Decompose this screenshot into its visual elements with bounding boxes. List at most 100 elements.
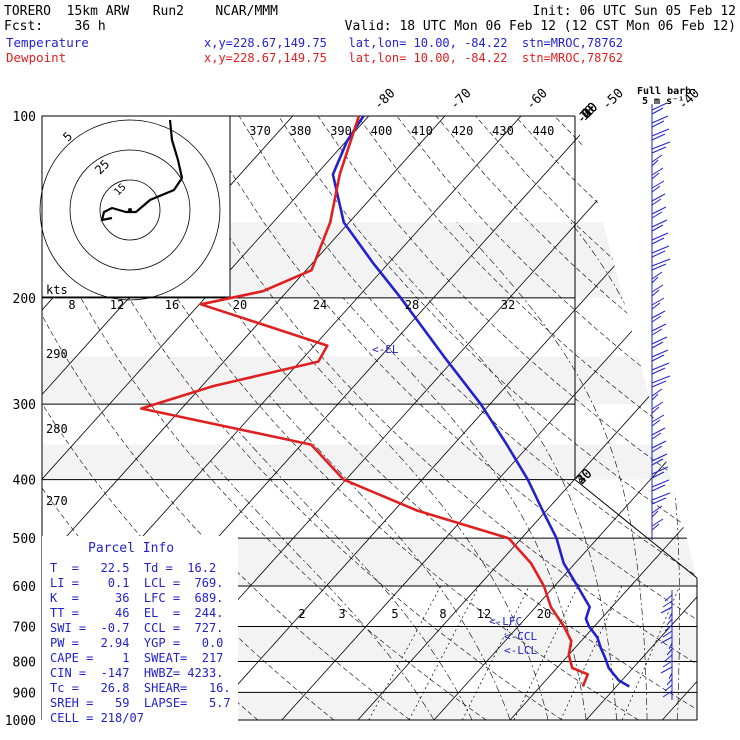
wind-barb <box>651 393 659 401</box>
wind-barb-lower <box>662 690 673 698</box>
wind-barb-lower <box>660 606 673 614</box>
hodograph-speed-label: 16 <box>165 298 179 312</box>
parcel-row: K = 36 LFC = 689. <box>50 591 223 605</box>
wind-barb <box>651 466 669 475</box>
wind-barb <box>651 362 670 371</box>
pressure-tick-label: 100 <box>13 110 36 125</box>
wind-barb <box>651 479 670 488</box>
dry-adiabat <box>42 116 487 720</box>
series-line-dewpoint <box>140 115 590 687</box>
parcel-row: PW = 2.94 YGP = 0.0 <box>50 636 223 650</box>
parcel-row: Tc = 26.8 SHEAR= 16. <box>50 681 231 695</box>
parcel-row: T = 22.5 Td = 16.2 <box>50 561 216 575</box>
legend-dewpoint: Dewpoint <box>6 50 66 65</box>
parcel-info-title: Parcel Info <box>88 541 174 556</box>
wind-barb <box>651 193 666 202</box>
wind-barb <box>651 354 665 362</box>
wind-barb <box>651 497 667 505</box>
dry-adiabat <box>199 116 697 720</box>
wind-barb <box>651 445 663 453</box>
wind-barb <box>651 336 668 345</box>
wind-barb <box>651 102 668 111</box>
wind-barb <box>651 180 665 189</box>
wind-barb <box>651 146 667 154</box>
wind-barb <box>651 401 664 410</box>
hodograph-center <box>128 208 132 212</box>
wind-barb <box>651 237 665 245</box>
wind-barb <box>651 375 671 384</box>
legend-temperature-info: x,y=228.67,149.75 lat,lon= 10.00, -84.22… <box>204 36 623 50</box>
wind-barb-lower <box>666 648 673 656</box>
wind-barb <box>651 440 667 449</box>
header-line2-left: Fcst: 36 h <box>4 19 106 34</box>
mixing-ratio-label: 3 <box>338 607 345 621</box>
wind-barb <box>651 310 666 319</box>
hodograph-ring <box>39 119 221 301</box>
wind-barb <box>651 406 660 414</box>
pressure-tick-label: 200 <box>13 292 36 307</box>
wind-barb <box>651 172 660 180</box>
isotherm-label: -70 <box>447 86 474 113</box>
ccl-label: <-CCL <box>504 630 537 643</box>
mixing-ratio-label: 2 <box>298 607 305 621</box>
wind-barb <box>651 219 668 228</box>
side-theta-label: 270 <box>46 494 68 508</box>
wind-barb <box>651 263 667 271</box>
pressure-tick-label: 1000 <box>5 714 36 729</box>
chart-series <box>140 115 630 688</box>
mixing-ratio-line <box>408 585 480 720</box>
wind-barb <box>651 120 665 128</box>
isotherm-line <box>42 116 446 720</box>
moist-adiabat <box>268 395 511 720</box>
wind-barb <box>651 224 664 232</box>
hodograph-speed-label: 32 <box>501 298 515 312</box>
wind-barb-lower <box>664 684 673 692</box>
wind-barb-lower <box>660 636 673 644</box>
side-theta-label: 290 <box>46 347 68 361</box>
wind-barb <box>651 154 663 163</box>
pressure-tick-label: 400 <box>13 474 36 489</box>
moist-adiabat <box>570 222 680 720</box>
header-line2-right: Valid: 18 UTC Mon 06 Feb 12 (12 CST Mon … <box>345 19 736 34</box>
wind-barb <box>651 315 662 323</box>
wind-barb <box>651 284 664 293</box>
wind-barb-lower <box>664 594 673 602</box>
wind-barb <box>651 505 663 514</box>
wind-barb-lower <box>662 630 673 638</box>
wind-barb <box>651 211 663 219</box>
wind-barb-lower <box>666 618 673 626</box>
el-label: <-EL <box>372 343 399 356</box>
wind-barb <box>651 471 665 479</box>
parcel-row: LI = 0.1 LCL = 769. <box>50 576 223 590</box>
mixing-ratio-label: 20 <box>537 607 551 621</box>
pressure-band <box>42 356 697 405</box>
parcel-row: SWI = -0.7 CCL = 727. <box>50 621 223 635</box>
wind-barb <box>651 414 665 423</box>
legend-temperature: Temperature <box>6 35 89 50</box>
wind-barb <box>651 185 661 193</box>
wind-barb-lower <box>660 666 673 674</box>
wind-barb <box>651 245 670 254</box>
wind-barb <box>651 367 666 375</box>
wind-barb-lower <box>668 672 673 680</box>
hodograph-speed-label: 12 <box>110 298 124 312</box>
dry-adiabat <box>278 116 697 720</box>
wind-barb <box>651 128 670 137</box>
wind-barb <box>651 289 660 297</box>
wind-barb <box>651 107 664 115</box>
isotherm-label: -60 <box>524 86 551 113</box>
series-line-temperature <box>331 115 630 688</box>
theta-label: 440 <box>533 124 555 138</box>
pressure-tick-label: 700 <box>13 620 36 635</box>
wind-barb <box>651 419 661 427</box>
lcl-label: <-LCL <box>504 644 537 657</box>
mixing-ratio-label: 8 <box>439 607 446 621</box>
wind-barb <box>651 258 671 267</box>
pressure-tick-label: 300 <box>13 398 36 413</box>
wind-barb <box>651 115 669 124</box>
mixing-ratio-label: 5 <box>391 607 398 621</box>
dry-adiabat <box>238 116 697 720</box>
theta-label: 430 <box>492 124 514 138</box>
